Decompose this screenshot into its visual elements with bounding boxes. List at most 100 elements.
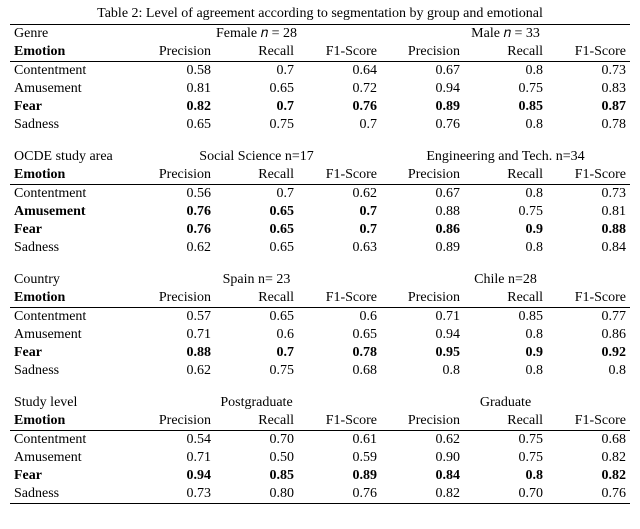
emotion-label: Amusement <box>10 203 132 221</box>
table-cell: 0.7 <box>298 116 381 134</box>
section-spacer <box>10 380 630 394</box>
table-cell: 0.68 <box>298 362 381 380</box>
table-cell: 0.76 <box>298 98 381 116</box>
table-cell: 0.82 <box>381 485 464 504</box>
metric-header: Recall <box>215 412 298 431</box>
group-header-left: Spain n= 23 <box>132 271 381 289</box>
table-cell: 0.85 <box>464 98 547 116</box>
table-cell: 0.59 <box>298 449 381 467</box>
table-cell: 0.54 <box>132 431 215 450</box>
table-cell: 0.72 <box>298 80 381 98</box>
table-cell: 0.7 <box>215 98 298 116</box>
metric-header: Precision <box>132 43 215 62</box>
table-cell: 0.89 <box>381 239 464 257</box>
metric-header: Precision <box>132 412 215 431</box>
metric-header: F1-Score <box>547 43 630 62</box>
emotion-label: Sadness <box>10 485 132 504</box>
table-cell: 0.76 <box>132 203 215 221</box>
table-cell: 0.76 <box>381 116 464 134</box>
table-cell: 0.9 <box>464 344 547 362</box>
table-cell: 0.77 <box>547 308 630 327</box>
table-cell: 0.67 <box>381 62 464 81</box>
metric-header: Precision <box>132 166 215 185</box>
table-cell: 0.64 <box>298 62 381 81</box>
emotion-label: Sadness <box>10 362 132 380</box>
table-cell: 0.7 <box>215 344 298 362</box>
metric-header: F1-Score <box>298 412 381 431</box>
table-cell: 0.78 <box>547 116 630 134</box>
table-cell: 0.62 <box>381 431 464 450</box>
table-cell: 0.75 <box>464 431 547 450</box>
metric-header: Recall <box>215 166 298 185</box>
table-cell: 0.7 <box>215 62 298 81</box>
metric-header: Precision <box>381 289 464 308</box>
metric-header: F1-Score <box>298 43 381 62</box>
table-cell: 0.62 <box>132 239 215 257</box>
table-cell: 0.67 <box>381 185 464 204</box>
emotion-label: Contentment <box>10 308 132 327</box>
table-cell: 0.83 <box>547 80 630 98</box>
table-cell: 0.84 <box>547 239 630 257</box>
table-cell: 0.65 <box>215 308 298 327</box>
table-cell: 0.76 <box>132 221 215 239</box>
table-cell: 0.88 <box>547 221 630 239</box>
metric-header: F1-Score <box>298 166 381 185</box>
table-cell: 0.84 <box>381 467 464 485</box>
metric-header: Recall <box>215 43 298 62</box>
table-cell: 0.75 <box>464 449 547 467</box>
table-cell: 0.6 <box>298 308 381 327</box>
group-header-right: Graduate <box>381 394 630 412</box>
table-cell: 0.70 <box>215 431 298 450</box>
group-header-right: Chile n=28 <box>381 271 630 289</box>
table-cell: 0.8 <box>464 326 547 344</box>
metric-header: F1-Score <box>547 412 630 431</box>
table-cell: 0.71 <box>132 449 215 467</box>
metric-header: Precision <box>132 289 215 308</box>
table-cell: 0.68 <box>547 431 630 450</box>
table-cell: 0.65 <box>215 80 298 98</box>
table-cell: 0.62 <box>132 362 215 380</box>
emotion-label: Contentment <box>10 431 132 450</box>
emotion-label: Fear <box>10 221 132 239</box>
metric-header: Precision <box>381 43 464 62</box>
emotion-header: Emotion <box>10 43 132 62</box>
group-header-left: Social Science n=17 <box>132 148 381 166</box>
table-cell: 0.6 <box>215 326 298 344</box>
table-cell: 0.80 <box>215 485 298 504</box>
metric-header: F1-Score <box>547 289 630 308</box>
table: GenreFemale 𝑛 = 28Male 𝑛 = 33EmotionPrec… <box>10 24 630 504</box>
table-cell: 0.75 <box>464 80 547 98</box>
emotion-label: Contentment <box>10 185 132 204</box>
emotion-header: Emotion <box>10 289 132 308</box>
group-header-left: Postgraduate <box>132 394 381 412</box>
table-cell: 0.88 <box>381 203 464 221</box>
table-cell: 0.71 <box>132 326 215 344</box>
metric-header: Recall <box>464 412 547 431</box>
table-cell: 0.71 <box>381 308 464 327</box>
table-caption: Table 2: Level of agreement according to… <box>10 6 630 22</box>
table-cell: 0.70 <box>464 485 547 504</box>
emotion-label: Amusement <box>10 80 132 98</box>
table-cell: 0.65 <box>215 203 298 221</box>
table-cell: 0.73 <box>547 62 630 81</box>
emotion-label: Amusement <box>10 449 132 467</box>
metric-header: Recall <box>464 166 547 185</box>
table-cell: 0.8 <box>464 62 547 81</box>
table-cell: 0.81 <box>132 80 215 98</box>
metric-header: Recall <box>464 43 547 62</box>
table-cell: 0.65 <box>215 239 298 257</box>
table-cell: 0.65 <box>298 326 381 344</box>
table-cell: 0.92 <box>547 344 630 362</box>
table-cell: 0.63 <box>298 239 381 257</box>
table-cell: 0.58 <box>132 62 215 81</box>
table-cell: 0.88 <box>132 344 215 362</box>
table-cell: 0.94 <box>381 80 464 98</box>
table-cell: 0.85 <box>215 467 298 485</box>
table-cell: 0.85 <box>464 308 547 327</box>
emotion-label: Contentment <box>10 62 132 81</box>
metric-header: Recall <box>464 289 547 308</box>
table-cell: 0.61 <box>298 431 381 450</box>
emotion-label: Amusement <box>10 326 132 344</box>
table-cell: 0.89 <box>381 98 464 116</box>
table-cell: 0.94 <box>381 326 464 344</box>
